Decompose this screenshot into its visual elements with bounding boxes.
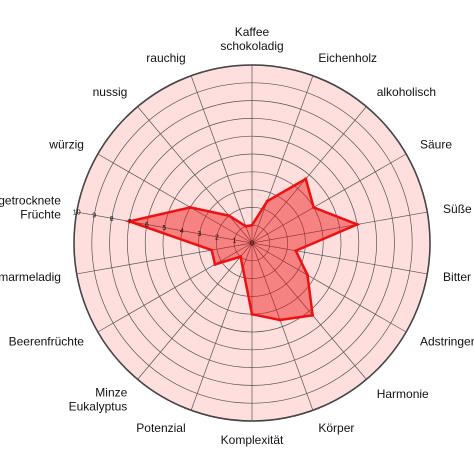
category-label: Beerenfrüchte: [9, 335, 85, 349]
category-label-line: nussig: [93, 85, 128, 99]
category-label: Bitter: [443, 270, 471, 284]
category-label-line: Körper: [318, 421, 354, 435]
category-label: nussig: [93, 85, 128, 99]
category-label: rauchig: [146, 51, 185, 65]
category-label-line: Säure: [420, 138, 452, 152]
data-point: [188, 205, 192, 209]
spoke: [97, 242, 253, 333]
spoke: [251, 242, 428, 275]
category-label-line: Süße: [443, 202, 472, 216]
r-tick-label: 4: [180, 228, 184, 235]
data-point: [210, 248, 214, 252]
spoke: [251, 75, 314, 244]
category-label-line: Bitter: [443, 270, 471, 284]
data-point: [213, 262, 217, 266]
spoke: [137, 242, 253, 380]
spoke: [137, 106, 253, 244]
spoke: [251, 242, 314, 411]
category-label-line: Kaffee: [235, 25, 270, 39]
category-label: Minze Eukalyptus: [69, 385, 128, 413]
r-tick-label: 9: [92, 213, 96, 220]
category-label: Potenzial: [136, 421, 185, 435]
category-label: Eichenholz: [318, 51, 377, 65]
spoke: [251, 211, 428, 244]
category-label-line: würzig: [48, 138, 84, 152]
data-point: [127, 219, 131, 223]
category-label-line: Potenzial: [136, 421, 185, 435]
category-label-line: Beerenfrüchte: [9, 335, 85, 349]
category-label-line: Minze: [95, 385, 127, 399]
category-label-line: alkoholisch: [377, 85, 436, 99]
category-label: alkoholisch: [377, 85, 436, 99]
spoke: [190, 75, 253, 244]
category-label-line: Komplexität: [221, 433, 284, 447]
category-label-line: schokoladig: [220, 39, 283, 53]
spoke: [251, 153, 407, 244]
data-point: [304, 177, 308, 181]
r-tick-label: 1: [233, 237, 237, 244]
spoke: [251, 242, 367, 380]
r-tick-label: 7: [127, 219, 131, 226]
data-point: [227, 214, 231, 218]
spoke: [251, 242, 407, 333]
data-point: [312, 205, 316, 209]
data-point: [250, 223, 254, 227]
category-label: Körper: [318, 421, 354, 435]
data-point: [250, 312, 254, 316]
category-label-line: Früchte: [20, 208, 61, 222]
category-label: marmeladig: [0, 270, 61, 284]
r-tick-label: 6: [145, 222, 149, 229]
r-tick-label: 0: [250, 241, 254, 248]
data-point: [294, 249, 298, 253]
r-tick-label: 3: [197, 231, 201, 238]
category-label: Säure: [420, 138, 452, 152]
r-tick-label: 2: [215, 234, 219, 241]
data-point: [244, 224, 248, 228]
category-label-line: Eichenholz: [318, 51, 377, 65]
category-label-line: rauchig: [146, 51, 185, 65]
spoke: [190, 242, 253, 411]
spoke: [76, 211, 253, 244]
category-label: Harmonie: [377, 387, 429, 401]
r-tick-label: 10: [73, 210, 81, 217]
category-label-line: Eukalyptus: [69, 399, 128, 413]
category-label-line: getrocknete: [0, 194, 61, 208]
data-point: [239, 255, 243, 259]
spoke: [76, 242, 253, 275]
data-point: [241, 266, 245, 270]
data-point: [278, 318, 282, 322]
r-tick-label: 5: [162, 225, 166, 232]
r-tick-label: 8: [110, 216, 114, 223]
data-point: [355, 222, 359, 226]
data-point: [265, 199, 269, 203]
category-label-line: Adstringenz: [420, 335, 474, 349]
category-label: Süße: [443, 202, 472, 216]
category-label-line: marmeladig: [0, 270, 61, 284]
data-point: [305, 273, 309, 277]
category-label: würzig: [48, 138, 84, 152]
spoke: [251, 106, 367, 244]
data-point: [311, 313, 315, 317]
category-label-line: Harmonie: [377, 387, 429, 401]
category-label: Kaffee schokoladig: [220, 25, 283, 53]
category-label: Adstringenz: [420, 335, 474, 349]
category-label: getrocknete Früchte: [0, 194, 61, 222]
category-label: Komplexität: [221, 433, 284, 447]
spoke: [97, 153, 253, 244]
